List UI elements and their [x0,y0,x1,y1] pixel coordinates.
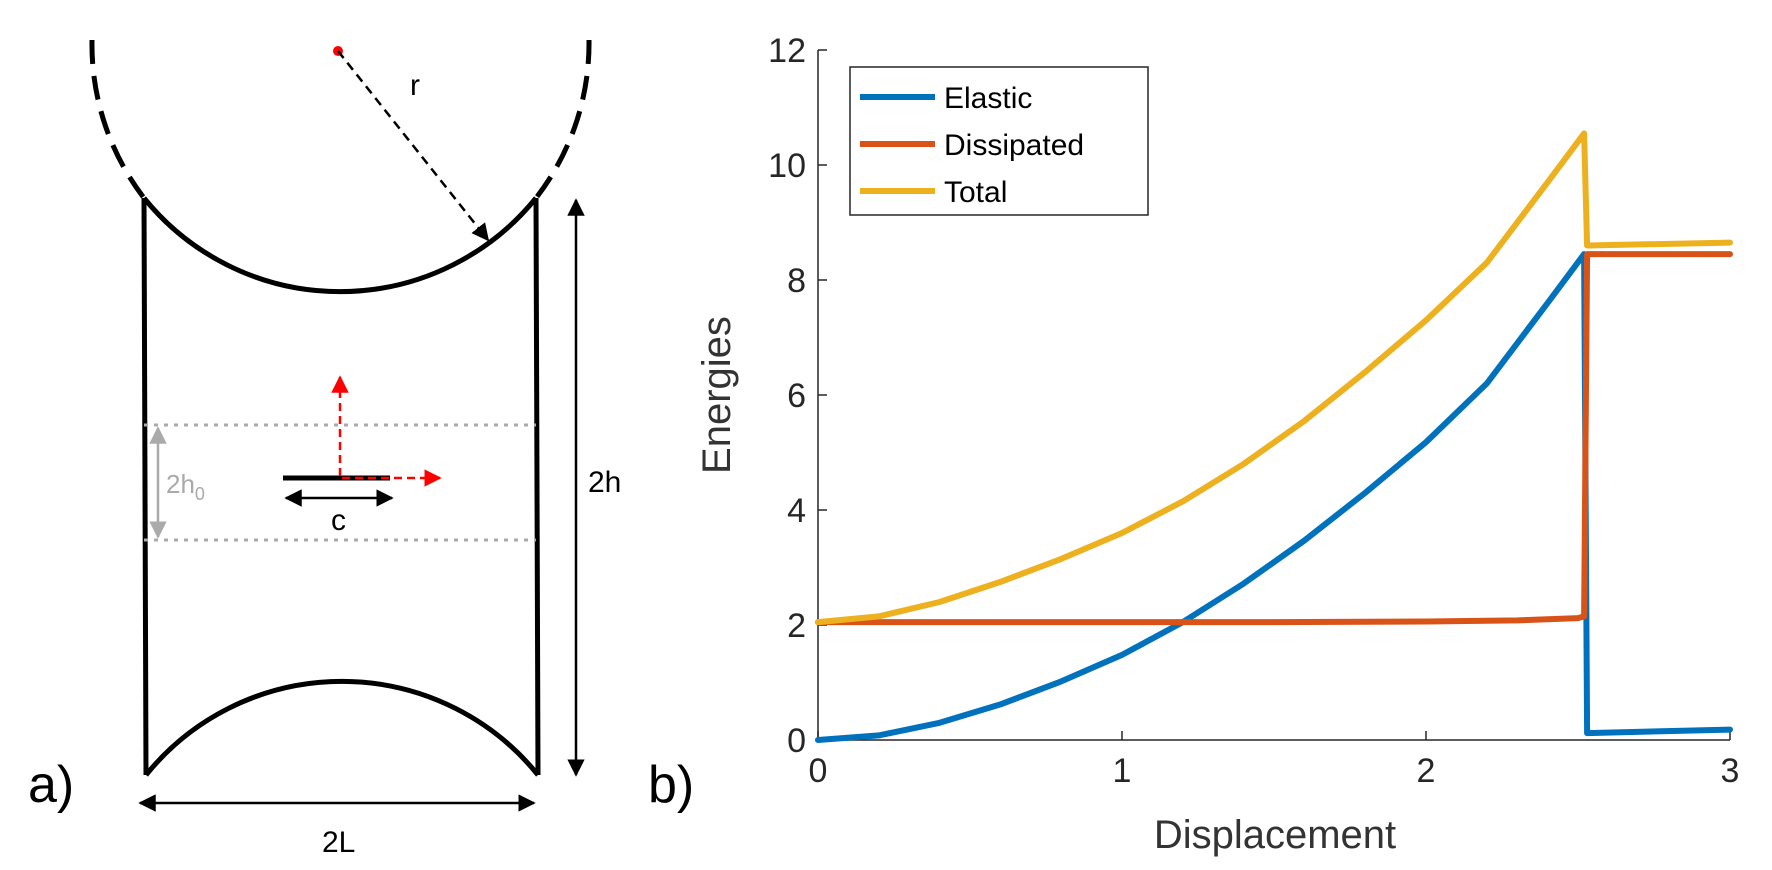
band-height-label: 2h0 [166,469,205,504]
width-dim-label: 2L [322,826,355,859]
y-tick-label: 2 [787,607,806,645]
indenter-arc-left [89,39,146,200]
x-tick-label: 1 [1113,752,1132,790]
x-tick-label: 3 [1721,752,1740,790]
specimen-left-edge [141,197,149,776]
legend-label-elastic: Elastic [944,82,1032,115]
y-tick-label: 6 [787,377,806,415]
specimen-bottom-edge [144,678,540,777]
chart-series [815,130,1733,743]
radius-label: r [410,69,420,102]
y-tick-label: 10 [768,147,806,185]
specimen-diagram: r 2h0 c 2h 2L a) [28,39,621,859]
height-dim-label: 2h [588,466,621,499]
legend-label-dissipated: Dissipated [944,129,1084,162]
y-tick-label: 8 [787,262,806,300]
specimen-top-edge [142,196,538,295]
specimen-right-edge [533,197,541,776]
x-axis-label: Displacement [1154,813,1396,857]
y-axis-label: Energies [695,316,739,474]
panel-b-label: b) [648,756,694,814]
indenter-arc-right [534,39,592,200]
legend-label-total: Total [944,176,1007,209]
crack-length-label: c [331,504,346,537]
y-tick-label: 12 [768,32,806,70]
series-line-elastic [815,251,1733,743]
panel-a-label: a) [28,756,74,814]
y-tick-label: 0 [787,722,806,760]
x-tick-label: 2 [1417,752,1436,790]
radius-arrow [337,50,490,242]
series-line-dissipated [815,251,1733,626]
y-tick-label: 4 [787,492,806,530]
series-line-total [815,130,1733,626]
chart-legend: Elastic Dissipated Total [849,66,1149,216]
x-tick-label: 0 [809,752,828,790]
